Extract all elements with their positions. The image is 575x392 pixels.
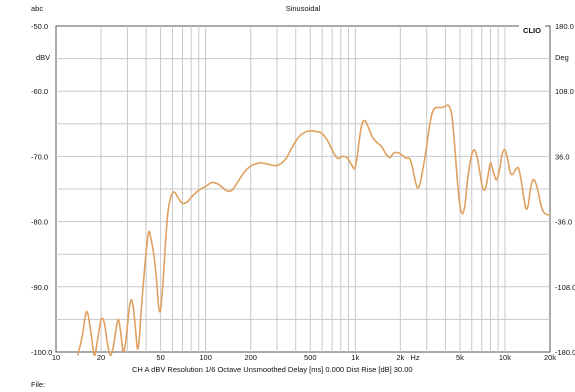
x-axis-tick-label: 10k	[499, 353, 511, 362]
x-axis-tick-label: 1k	[351, 353, 359, 362]
x-axis-tick-label: 20k	[544, 353, 556, 362]
y-axis-left-tick-label: -80.0	[31, 218, 48, 227]
y-axis-left-tick-label: -70.0	[31, 152, 48, 161]
y-axis-right-tick-label: -108.0	[555, 283, 575, 292]
series-layer	[77, 104, 551, 357]
x-axis-tick-label: 50	[156, 353, 164, 362]
y-axis-right-tick-label: -180.0	[555, 348, 575, 357]
brand-box	[519, 25, 545, 35]
header-top-left-label: abc	[31, 4, 43, 13]
file-label: File:	[31, 380, 45, 389]
y-axis-right-tick-label: -36.0	[555, 218, 572, 227]
frequency-response-curve	[77, 104, 551, 357]
y-axis-left-tick-label: -90.0	[31, 283, 48, 292]
y-axis-left-tick-label: -60.0	[31, 87, 48, 96]
x-axis-tick-label: 100	[199, 353, 212, 362]
x-axis-tick-label: 5k	[456, 353, 464, 362]
y-axis-left-unit: dBV	[36, 53, 50, 62]
y-axis-right-tick-label: 108.0	[555, 87, 574, 96]
x-axis-tick-label: 500	[304, 353, 317, 362]
y-axis-left-tick-label: -100.0	[31, 348, 52, 357]
status-line: CH A dBV Resolution 1/6 Octave Unsmoothe…	[132, 365, 413, 374]
grid	[56, 26, 550, 352]
y-axis-right-ticks: 180.0 108.0 36.0 -36.0 -108.0 -180.0	[555, 22, 575, 357]
x-axis-tick-label: 200	[244, 353, 257, 362]
chart-title: Sinusoidal	[286, 4, 321, 13]
x-axis-ticks: 10 20 50 100 200 500 1k 2k 5k 10k 20k	[52, 353, 556, 362]
x-axis-tick-label: 2k	[396, 353, 404, 362]
y-axis-right-unit: Deg	[555, 53, 569, 62]
x-axis-tick-label: 10	[52, 353, 60, 362]
brand-label: CLIO	[523, 26, 541, 35]
y-axis-right-tick-label: 180.0	[555, 22, 574, 31]
x-axis-unit: Hz	[410, 353, 419, 362]
y-axis-left-tick-label: -50.0	[31, 22, 48, 31]
y-axis-left-ticks: -50.0 -60.0 -70.0 -80.0 -90.0 -100.0	[31, 22, 52, 357]
y-axis-right-tick-label: 36.0	[555, 152, 570, 161]
x-axis-tick-label: 20	[97, 353, 105, 362]
